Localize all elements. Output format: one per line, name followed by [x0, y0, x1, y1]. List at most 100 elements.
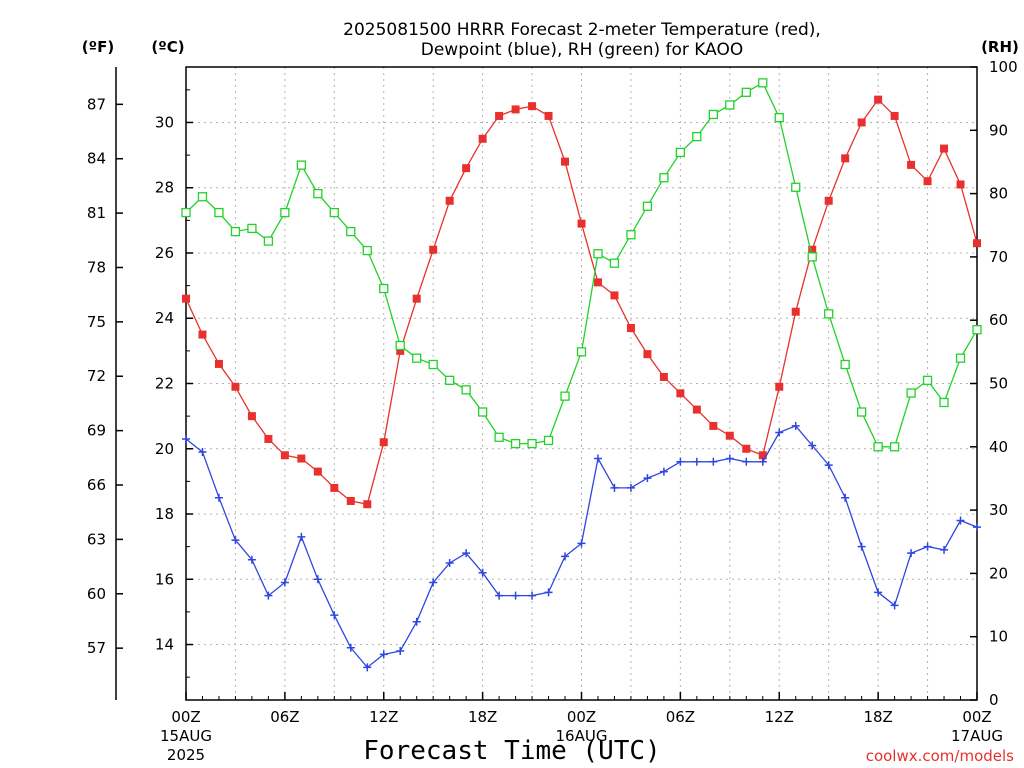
rh-point	[527, 438, 537, 449]
temperature-point	[445, 196, 454, 205]
rh-point	[395, 340, 405, 351]
temperature-point	[495, 111, 504, 120]
temperature-point	[808, 245, 817, 254]
x-year-label: 2025	[167, 746, 205, 764]
temperature-point	[758, 451, 767, 460]
temperature-point	[280, 451, 289, 460]
temperature-point	[412, 294, 421, 303]
rh-point	[263, 236, 274, 246]
dewpoint-point	[907, 549, 916, 558]
rh-point	[675, 147, 686, 158]
temperature-point	[610, 291, 619, 300]
temperature-point	[824, 196, 833, 205]
x-axis-title: Forecast Time (UTC)	[363, 736, 660, 766]
temperature-point	[940, 144, 949, 153]
dewpoint-point	[791, 421, 800, 430]
rh-point	[510, 438, 521, 449]
temperature-point	[626, 324, 635, 333]
rh-point	[329, 207, 339, 218]
rh-point	[889, 442, 900, 452]
series-layer	[181, 78, 982, 672]
fahrenheit-tick-label: 81	[87, 204, 106, 222]
temperature-point	[593, 278, 602, 287]
rh-point	[576, 347, 587, 357]
dewpoint-point	[973, 523, 981, 532]
rh-point	[296, 160, 307, 170]
dewpoint-point	[923, 542, 932, 551]
celsius-tick-label: 14	[155, 636, 174, 654]
dewpoint-point	[940, 545, 949, 554]
x-date-label: 17AUG	[951, 727, 1003, 745]
dewpoint-point	[610, 483, 619, 492]
dewpoint-point	[396, 647, 405, 656]
fahrenheit-tick-label: 78	[87, 258, 106, 276]
rh-point	[856, 407, 867, 417]
rh-point	[593, 249, 603, 259]
temperature-point	[923, 177, 932, 186]
x-tick-label: 00Z	[962, 708, 991, 726]
dewpoint-point	[231, 536, 240, 545]
rh-point	[955, 353, 966, 363]
temperature-point	[561, 157, 570, 166]
rh-point	[741, 87, 751, 97]
temperature-point	[709, 421, 718, 430]
x-tick-label: 06Z	[666, 708, 695, 726]
x-tick-label: 12Z	[765, 708, 794, 726]
chart-title-line-2: Dewpoint (blue), RH (green) for KAOO	[421, 40, 744, 60]
dewpoint-point	[182, 434, 190, 443]
dewpoint-point	[692, 457, 701, 466]
rh-point	[494, 432, 504, 442]
rh-point	[197, 192, 208, 202]
fahrenheit-tick-label: 63	[87, 530, 106, 548]
temperature-point	[297, 454, 306, 463]
dewpoint-point	[676, 457, 685, 466]
dewpoint-point	[363, 663, 372, 672]
temperature-point	[198, 330, 207, 339]
dewpoint-point	[561, 552, 570, 561]
celsius-tick-label: 28	[155, 179, 174, 197]
rh-point	[412, 353, 422, 363]
temperature-point	[791, 307, 800, 316]
temperature-point	[676, 389, 685, 398]
temperature-point	[264, 434, 273, 443]
dewpoint-point	[528, 591, 537, 600]
temperature-point	[478, 134, 487, 143]
dewpoint-point	[824, 461, 833, 470]
dewpoint-point	[214, 493, 223, 502]
celsius-tick-label: 18	[155, 505, 174, 523]
rh-point	[362, 245, 372, 256]
rh-tick-label: 100	[989, 58, 1018, 76]
temperature-point	[725, 431, 734, 440]
celsius-tick-label: 20	[155, 440, 174, 458]
rh-point	[758, 78, 768, 88]
rh-point	[626, 230, 636, 240]
dewpoint-point	[462, 549, 471, 558]
rh-tick-label: 30	[989, 501, 1008, 519]
x-tick-label: 12Z	[369, 708, 398, 726]
rh-point	[247, 223, 257, 234]
rh-point	[181, 207, 191, 218]
temperature-point	[890, 111, 899, 120]
fahrenheit-tick-label: 66	[87, 476, 106, 494]
rh-point	[214, 207, 224, 218]
temperature-point	[874, 95, 883, 104]
dewpoint-point	[577, 539, 586, 548]
dewpoint-point	[313, 575, 322, 584]
x-tick-label: 06Z	[270, 708, 299, 726]
rh-point	[560, 391, 570, 401]
temperature-point	[577, 219, 586, 228]
temperature-point	[659, 372, 668, 381]
rh-tick-label: 60	[989, 311, 1008, 329]
temperature-point	[396, 346, 405, 355]
rh-point	[477, 407, 488, 417]
dewpoint-point	[495, 591, 504, 600]
temperature-point	[956, 180, 965, 189]
celsius-tick-label: 22	[155, 375, 174, 393]
temperature-series	[182, 95, 981, 509]
dewpoint-point	[775, 428, 784, 437]
fahrenheit-tick-label: 84	[87, 150, 106, 168]
rh-point	[642, 201, 653, 211]
fahrenheit-tick-label: 75	[87, 313, 106, 331]
rh-point	[346, 226, 356, 237]
dewpoint-point	[412, 617, 421, 626]
